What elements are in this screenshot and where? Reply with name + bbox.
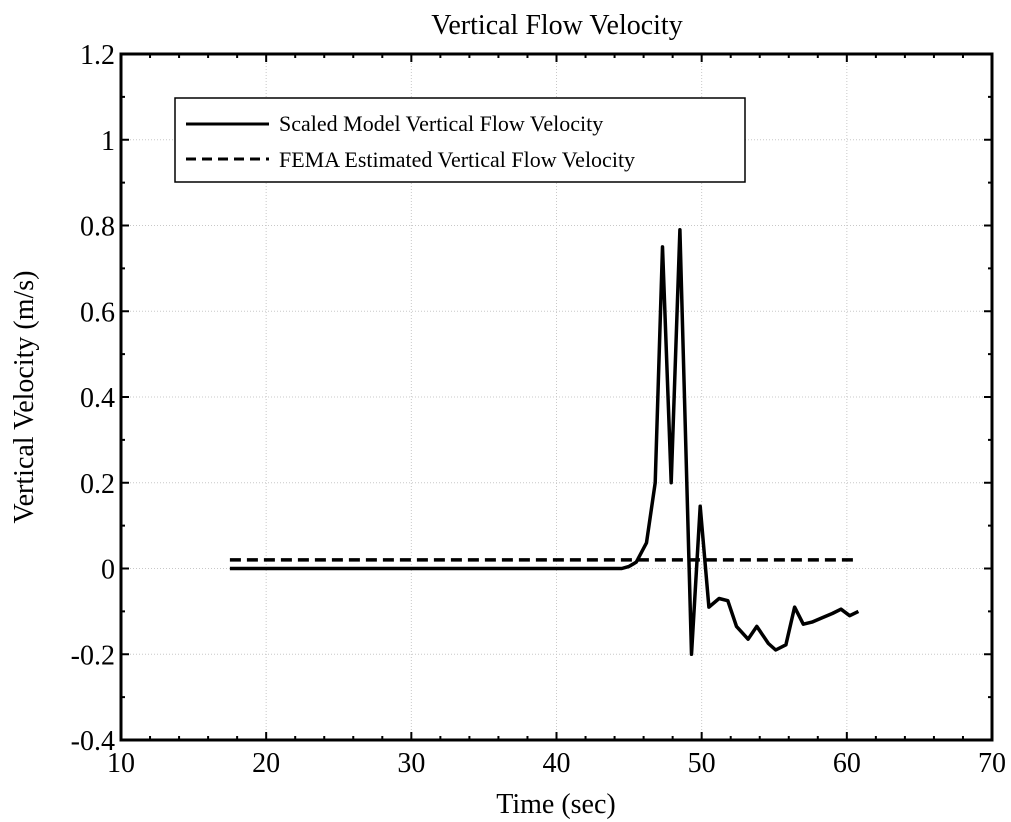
tick-labels: 10 20 30 40 50 60 70 -0.4 -0.2 0 0.2 0.4 0.6 0.8 1 1.2 — [71, 40, 1006, 779]
legend-label-scaled-model: Scaled Model Vertical Flow Velocity — [279, 111, 603, 136]
y-tick-label: 0.2 — [80, 469, 115, 500]
y-tick-label: 0.6 — [80, 297, 115, 328]
y-tick-label: 1.2 — [80, 40, 115, 71]
y-tick-label: 0.4 — [80, 383, 115, 414]
y-tick-label: -0.4 — [71, 726, 115, 757]
plot-series — [229, 228, 860, 657]
legend-box — [174, 97, 746, 183]
x-tick-label: 20 — [252, 748, 280, 779]
y-axis-label: Vertical Velocity (m/s) — [9, 271, 40, 524]
y-tick-label: 0 — [101, 555, 115, 586]
series-line-scaled-model — [229, 228, 860, 657]
legend: Scaled Model Vertical Flow Velocity FEMA… — [174, 97, 746, 183]
x-tick-label: 60 — [833, 748, 861, 779]
x-axis-label: Time (sec) — [496, 789, 616, 820]
y-tick-label: -0.2 — [71, 640, 115, 671]
x-tick-label: 40 — [543, 748, 571, 779]
axis-ticks — [120, 53, 993, 741]
x-tick-label: 10 — [107, 748, 135, 779]
x-tick-label: 50 — [688, 748, 716, 779]
y-tick-label: 0.8 — [80, 212, 115, 243]
chart-title: Vertical Flow Velocity — [431, 10, 682, 41]
x-tick-label: 70 — [978, 748, 1006, 779]
x-tick-label: 30 — [397, 748, 425, 779]
y-tick-label: 1 — [101, 126, 115, 157]
legend-label-fema-estimated: FEMA Estimated Vertical Flow Velocity — [279, 147, 635, 172]
